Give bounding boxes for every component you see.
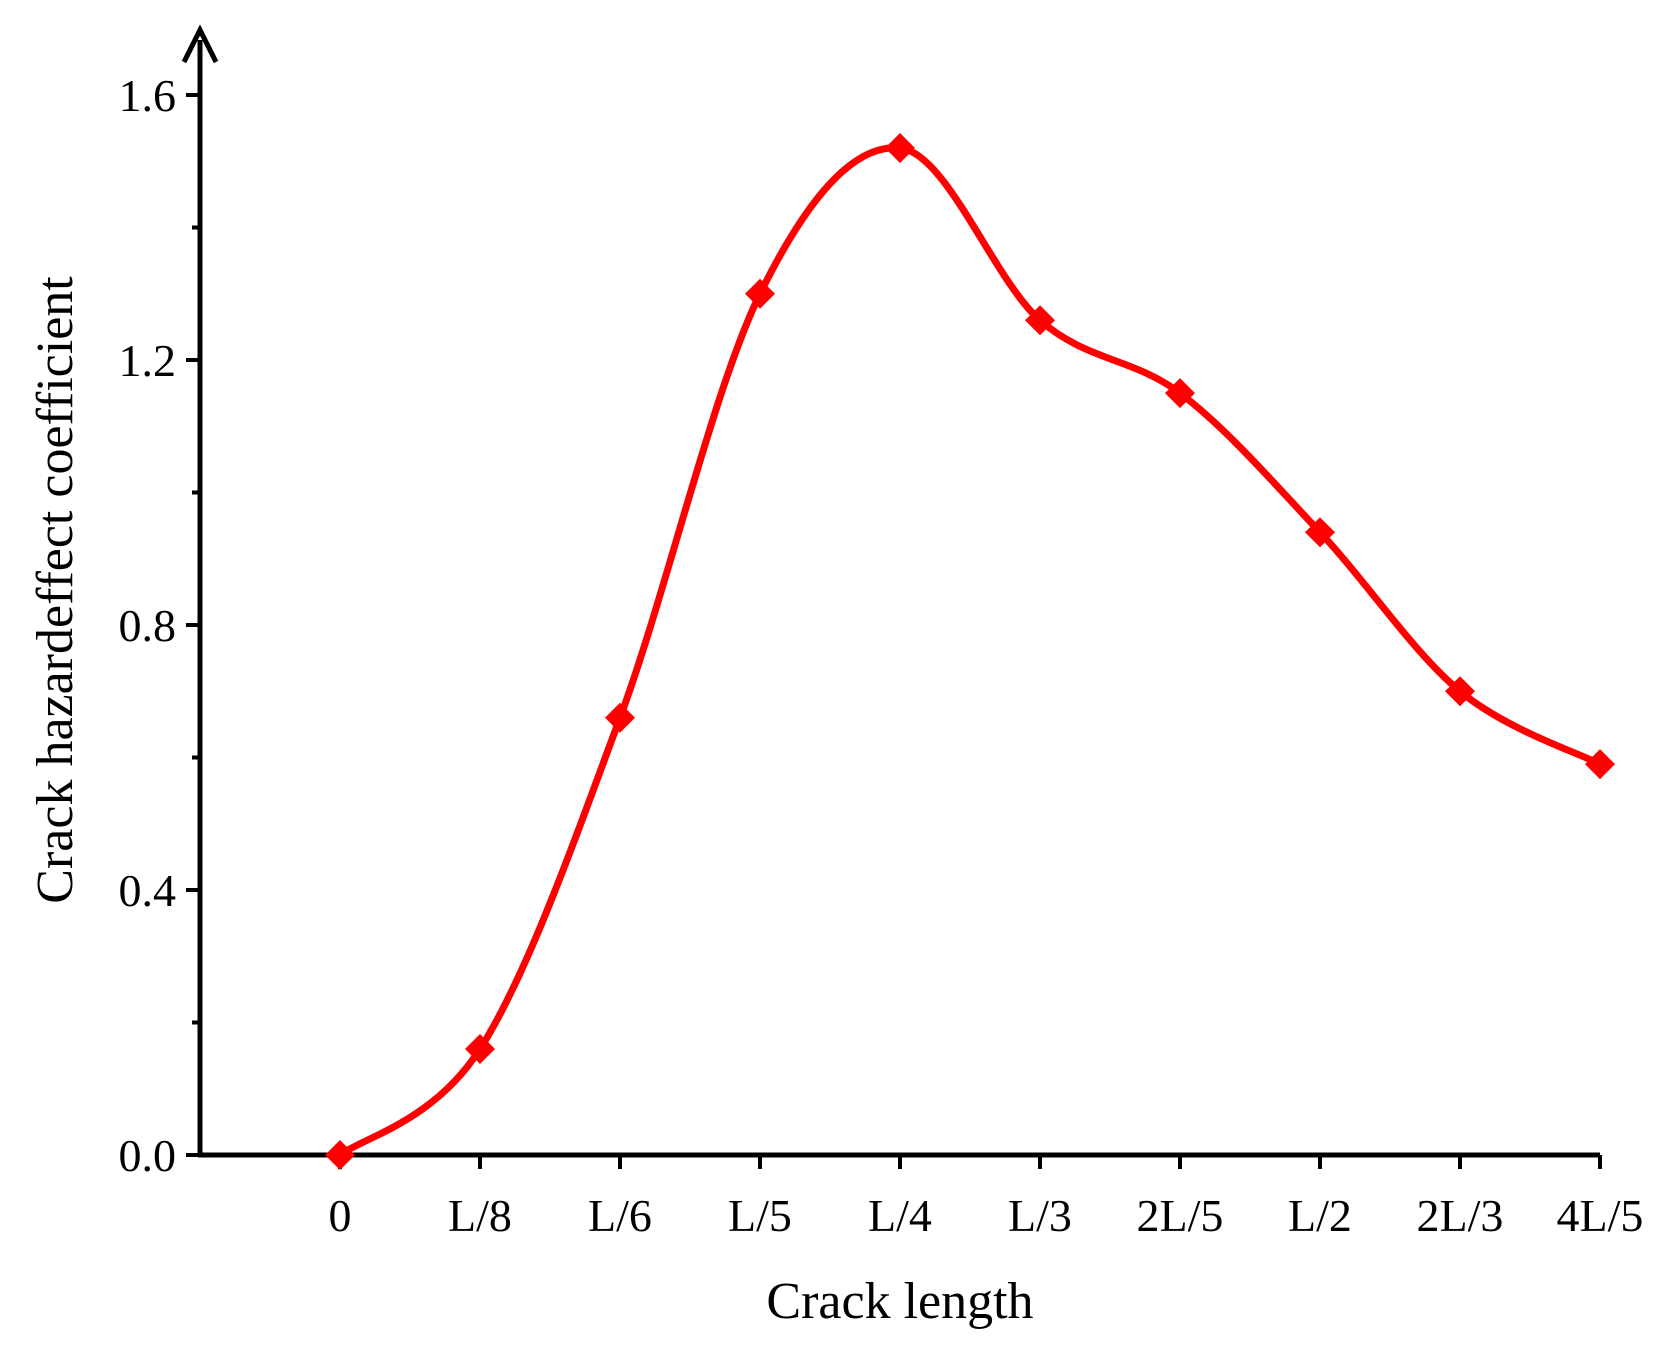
x-tick-label: 0 [329, 1190, 352, 1241]
data-point-marker [1305, 517, 1335, 548]
series-line [337, 144, 1602, 1158]
y-axis-arrow [181, 24, 219, 64]
y-axis-title: Crack hazardeffect coefficient [27, 276, 84, 904]
y-tick-label: 0.4 [119, 865, 177, 916]
data-series [325, 133, 1615, 1170]
data-point-marker [1585, 749, 1615, 780]
x-tick-label: L/4 [868, 1190, 932, 1241]
x-axis-ticks: 0 L/8 L/6 L/5 L/4 L/3 2L/5 L/2 2L/3 4L/5 [329, 1155, 1644, 1241]
y-tick-label: 0.8 [119, 600, 177, 651]
x-tick-label: L/8 [448, 1190, 512, 1241]
x-tick-label: L/2 [1288, 1190, 1352, 1241]
data-point-marker [605, 702, 635, 733]
data-point-marker [1165, 378, 1195, 409]
x-tick-label: L/3 [1008, 1190, 1072, 1241]
data-point-marker [1445, 676, 1475, 707]
data-point-marker [325, 1140, 355, 1170]
y-tick-label: 0.0 [119, 1130, 177, 1181]
x-tick-label: L/6 [588, 1190, 652, 1241]
data-point-marker [465, 1034, 495, 1064]
x-tick-label: L/5 [728, 1190, 792, 1241]
x-axis-title: Crack length [766, 1273, 1033, 1330]
data-point-marker [745, 278, 775, 309]
y-tick-label: 1.2 [119, 335, 177, 386]
data-point-marker [1025, 305, 1055, 336]
y-axis-ticks: 0.0 0.4 0.8 1.2 1.6 [119, 70, 200, 1181]
data-point-marker [885, 133, 915, 163]
y-tick-label: 1.6 [119, 70, 177, 121]
x-tick-label: 2L/3 [1417, 1190, 1504, 1241]
axes [181, 24, 1600, 1158]
x-tick-label: 2L/5 [1137, 1190, 1224, 1241]
x-tick-label: 4L/5 [1557, 1190, 1644, 1241]
